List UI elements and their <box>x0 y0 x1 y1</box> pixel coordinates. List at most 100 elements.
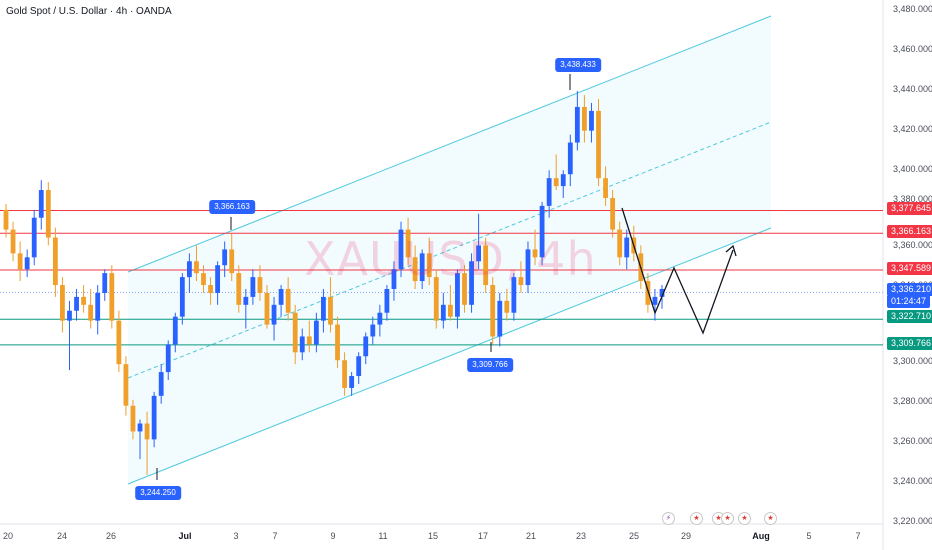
price-tick-label: 3,480.000 <box>893 4 932 14</box>
candle-body <box>257 277 263 293</box>
time-tick-label: 7 <box>272 531 278 541</box>
candle-body <box>292 312 298 353</box>
price-tick-label: 3,460.000 <box>893 44 932 54</box>
candle-body <box>172 316 178 345</box>
time-tick-label: 5 <box>806 531 812 541</box>
price-tick-label: 3,260.000 <box>893 436 932 446</box>
time-tick-label: 3 <box>233 531 239 541</box>
channel-mid-line <box>127 121 772 379</box>
price-axis-label: 3,377.645 <box>887 202 932 215</box>
candle-body <box>88 304 94 321</box>
candle-body <box>17 253 23 270</box>
price-annotation-label: 3,366.163 <box>209 200 255 214</box>
candle-body <box>476 245 482 262</box>
price-axis-label: 01:24:47 <box>887 295 931 308</box>
time-tick-label: Jul <box>178 531 192 541</box>
candle-body <box>130 405 136 432</box>
price-axis-label: 3,322.710 <box>887 310 932 323</box>
candle-body <box>38 190 44 218</box>
candle-body <box>447 304 453 317</box>
us-flag-event-icon[interactable]: ★ <box>690 512 703 525</box>
time-tick-label: 23 <box>575 531 587 541</box>
channel-upper-line <box>127 15 772 273</box>
candle-body <box>455 273 460 317</box>
candle-body <box>137 423 143 432</box>
price-tick-label: 3,400.000 <box>893 164 932 174</box>
candle-body <box>285 288 291 313</box>
us-flag-event-icon[interactable]: ★ <box>738 512 751 525</box>
price-axis-label: 3,347.589 <box>887 262 932 275</box>
price-tick-label: 3,380.000 <box>893 194 932 204</box>
candle-body <box>45 190 51 238</box>
candle-body <box>426 253 432 278</box>
candle-body <box>165 344 171 373</box>
candle-body <box>412 257 418 282</box>
candle-body <box>603 178 608 198</box>
candle-body <box>469 261 474 305</box>
candle-body <box>659 288 665 297</box>
candle-body <box>589 110 594 131</box>
candle-body <box>179 277 185 317</box>
price-tick-label: 3,360.000 <box>893 240 932 250</box>
price-axis-label: 3,309.766 <box>887 337 932 350</box>
candle-body <box>497 300 503 337</box>
lightning-event-icon[interactable]: ⚡ <box>662 512 675 525</box>
candle-body <box>278 288 284 305</box>
candle-body <box>215 265 221 293</box>
candle-body <box>560 174 566 187</box>
candle-body <box>116 320 122 365</box>
candle-body <box>95 292 101 321</box>
candle-body <box>328 296 333 325</box>
us-flag-event-icon[interactable]: ★ <box>764 512 777 525</box>
candle-body <box>52 237 58 286</box>
candle-body <box>67 310 72 321</box>
candle-body <box>405 229 411 258</box>
candle-body <box>186 261 192 278</box>
channel-lower-line <box>127 227 772 485</box>
candle-body <box>81 296 86 305</box>
candle-body <box>3 209 9 230</box>
candle-body <box>440 304 446 321</box>
candle-body <box>151 395 157 440</box>
price-tick-label: 3,420.000 <box>893 124 932 134</box>
candle-body <box>201 273 206 286</box>
candle-body <box>74 296 79 311</box>
candle-body <box>356 356 362 377</box>
candle-body <box>208 285 213 293</box>
candle-body <box>349 376 355 388</box>
candle-body <box>377 312 383 325</box>
candle-body <box>229 249 235 274</box>
candle-body <box>250 277 256 297</box>
candle-body <box>264 292 270 325</box>
candle-body <box>645 281 651 305</box>
time-tick-label: 17 <box>477 531 489 541</box>
candle-body <box>123 364 129 406</box>
candle-body <box>342 360 347 388</box>
price-tick-label: 3,280.000 <box>893 396 932 406</box>
price-annotation-label: 3,309.766 <box>467 358 513 372</box>
candle-body <box>398 229 404 270</box>
time-tick-label: Aug <box>752 531 770 541</box>
time-tick-label: 20 <box>2 531 14 541</box>
time-tick-label: 9 <box>330 531 336 541</box>
candle-body <box>610 197 616 230</box>
candle-body <box>596 110 601 179</box>
us-flag-event-icon[interactable]: ★ <box>721 512 734 525</box>
time-tick-label: 29 <box>680 531 692 541</box>
time-tick-label: 7 <box>855 531 861 541</box>
symbol-watermark: XAUUSD, 4h <box>304 232 597 286</box>
time-tick-label: 24 <box>56 531 68 541</box>
candle-body <box>624 237 630 258</box>
price-tick-label: 3,240.000 <box>893 476 932 486</box>
candle-body <box>532 249 538 258</box>
candle-body <box>222 249 228 266</box>
candle-body <box>490 285 496 337</box>
candle-body <box>504 300 510 313</box>
candle-body <box>24 257 30 270</box>
candle-body <box>194 261 199 274</box>
chart-title: Gold Spot / U.S. Dollar · 4h · OANDA <box>6 6 172 17</box>
time-tick-label: 25 <box>628 531 640 541</box>
candle-body <box>539 205 545 258</box>
projection-arrow-head <box>725 244 737 257</box>
